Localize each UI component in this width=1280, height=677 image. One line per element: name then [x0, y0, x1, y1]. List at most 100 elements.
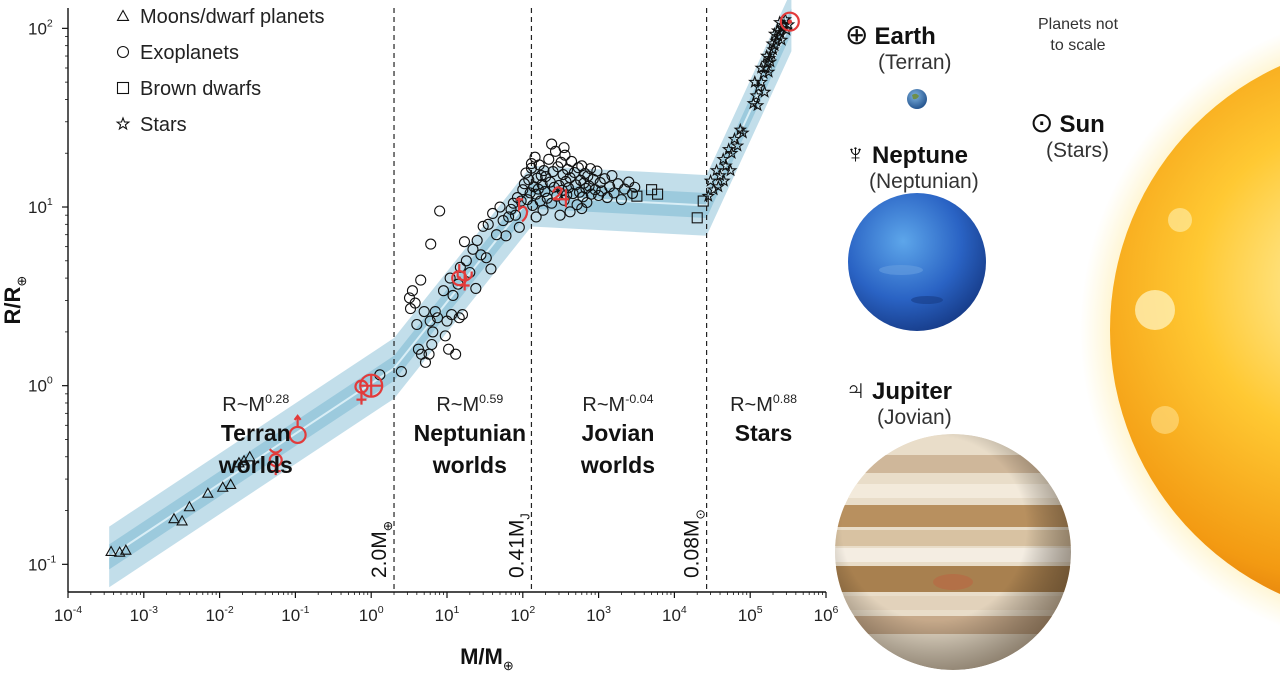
boundary-label: 2.0M⊕ — [368, 521, 395, 578]
mars-symbol-icon — [288, 414, 307, 445]
jupiter-name: Jupiter — [872, 378, 953, 405]
star-point — [748, 74, 762, 88]
star-point — [716, 152, 730, 166]
regime-law-exp: 0.28 — [265, 392, 289, 406]
exoplanet-point — [615, 194, 627, 206]
x-tick-label: 102 — [510, 604, 535, 625]
regime-law-exp: 0.88 — [773, 392, 797, 406]
exoplanet-point — [450, 348, 462, 360]
y-tick-label: 100 — [28, 375, 53, 396]
x-axis-title: M/M⊕ — [460, 644, 514, 672]
boundary-label-sub: ⊕ — [381, 521, 395, 532]
exoplanet-point — [497, 214, 509, 227]
x-tick-label-base: 10 — [814, 606, 833, 625]
exoplanet-point — [626, 187, 639, 200]
exoplanet-point — [543, 153, 555, 165]
x-tick-label-base: 10 — [281, 606, 300, 625]
x-tick-label-exp: -1 — [300, 604, 310, 616]
x-tick-label-exp: 2 — [529, 604, 535, 616]
exoplanet-point — [612, 178, 624, 190]
sun-symbol-icon — [779, 11, 800, 32]
exoplanet-point — [485, 263, 497, 275]
exoplanet-point — [517, 184, 529, 196]
x-tick-label-exp: -2 — [224, 604, 234, 616]
legend-label: Exoplanets — [140, 42, 239, 64]
x-tick-label: 10-2 — [205, 604, 233, 625]
y-tick-label-exp: 1 — [47, 196, 53, 208]
y-tick-label-base: 10 — [28, 198, 47, 217]
moon-point — [119, 544, 132, 555]
x-tick-label-base: 10 — [54, 606, 73, 625]
x-tick-label-base: 10 — [662, 606, 681, 625]
exoplanet-point — [606, 170, 618, 182]
planet-illustrations — [835, 0, 1280, 672]
solar-system-markers — [268, 11, 800, 476]
star-point — [115, 116, 131, 131]
exoplanet-point — [470, 282, 482, 295]
x-tick-label: 104 — [662, 604, 687, 625]
legend-label: Stars — [140, 114, 187, 136]
star-point — [750, 98, 765, 112]
y-tick-label: 101 — [28, 196, 53, 217]
neptune-symbol-icon: ♆ — [845, 138, 866, 169]
exoplanet-point — [406, 285, 418, 297]
exoplanet-point — [558, 142, 570, 154]
exoplanet-point — [537, 204, 549, 216]
boundary-label-text: 2.0M — [368, 531, 391, 578]
star-point — [733, 122, 748, 136]
x-tick-label-exp: 6 — [833, 604, 839, 616]
y-tick-label-base: 10 — [28, 377, 47, 396]
star-point — [765, 36, 779, 50]
x-tick-label-base: 10 — [435, 606, 454, 625]
neptune-trident — [456, 270, 473, 291]
exoplanet-point — [429, 305, 441, 318]
star-point — [772, 15, 787, 29]
x-tick-label-base: 10 — [586, 606, 605, 625]
jupiter-category: (Jovian) — [877, 406, 952, 429]
exoplanet-point — [431, 312, 444, 324]
moon-point — [233, 456, 245, 468]
exoplanet-point — [453, 312, 465, 324]
boundary-label: 0.41MJ — [505, 513, 532, 578]
x-tick-label: 100 — [359, 604, 384, 625]
exoplanet-point — [559, 149, 571, 161]
exoplanet-point — [447, 289, 459, 301]
star-point — [736, 125, 750, 139]
exoplanet-point — [475, 249, 487, 261]
star-point — [723, 163, 738, 177]
exoplanet-point — [591, 165, 603, 177]
mercury-symbol-icon — [268, 448, 283, 476]
jupiter-symbol-icon: ♃ — [845, 374, 866, 405]
regime-law-base: R~M — [222, 394, 265, 416]
sun-symbol-icon: ⊙ — [1030, 107, 1054, 138]
x-tick-label-base: 10 — [130, 606, 149, 625]
exoplanet-point — [509, 209, 522, 221]
neptune-name: Neptune — [872, 142, 968, 169]
y-axis-title-sub: ⊕ — [14, 276, 29, 287]
neptune-category: (Neptunian) — [869, 170, 979, 193]
exoplanet-point — [564, 206, 576, 218]
exoplanet-point — [434, 205, 446, 217]
exoplanet-point — [458, 236, 471, 248]
star-point — [727, 131, 742, 145]
exoplanet-point — [426, 338, 438, 351]
x-tick-label-base: 10 — [738, 606, 757, 625]
y-tick-label: 10-1 — [28, 553, 56, 574]
brown-dwarf-point — [697, 195, 709, 207]
exoplanet-point — [460, 255, 472, 267]
mercury-horns — [268, 448, 283, 454]
saturn-glyph — [516, 197, 529, 223]
star-point — [701, 189, 716, 202]
x-tick-label-exp: 3 — [605, 604, 611, 616]
exoplanet-point — [439, 330, 451, 342]
regime-dividers: 2.0M⊕ 0.41MJ 0.08M⊙ — [368, 8, 708, 592]
x-tick-label: 101 — [435, 604, 460, 625]
regime-law: R~M0.88 — [730, 392, 797, 416]
regime-law: R~M0.28 — [222, 392, 289, 416]
legend-label: Brown dwarfs — [140, 78, 261, 100]
x-tick-label: 10-4 — [54, 604, 82, 625]
exoplanet-point — [437, 285, 450, 297]
jupiter-image — [835, 434, 1071, 670]
earth-symbol-icon: ⊕ — [845, 19, 869, 50]
exoplanet-point — [443, 343, 455, 355]
